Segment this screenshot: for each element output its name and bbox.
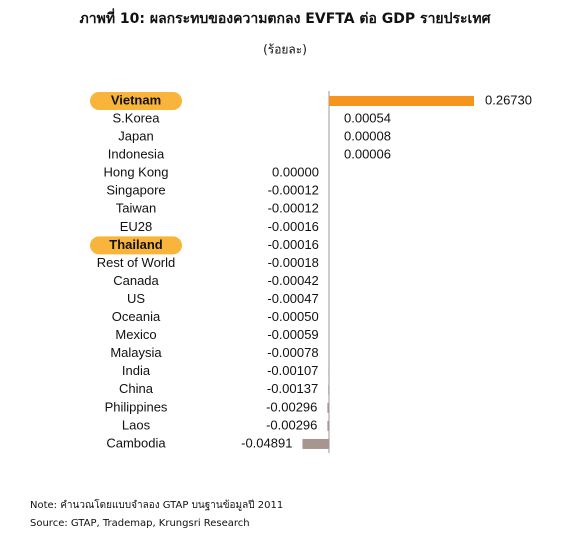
value-label: -0.00012 [268,183,319,198]
value-label: -0.00296 [266,399,317,414]
y-tick-label: Laos [122,417,151,432]
value-label: -0.00042 [267,273,318,288]
value-label: 0.00054 [344,110,391,125]
y-tick-label: Philippines [105,399,168,414]
value-label: 0.00000 [272,165,319,180]
value-label: -0.00018 [268,255,319,270]
source: Source: GTAP, Trademap, Krungsri Researc… [30,518,250,529]
value-label: -0.00016 [268,219,319,234]
y-tick-label: Japan [118,129,153,144]
value-label: -0.04891 [241,435,292,450]
category-highlight [90,236,182,255]
y-tick-label: Indonesia [108,147,165,162]
chart-subtitle: (ร้อยละ) [263,43,307,57]
value-label: 0.00008 [344,129,391,144]
bar [327,402,329,413]
y-tick-label: Rest of World [97,255,176,270]
bar [327,420,329,431]
value-label: -0.00078 [267,345,318,360]
bar [302,438,329,449]
y-tick-label: EU28 [120,219,153,234]
bar [328,366,329,377]
y-tick-label: Canada [113,273,159,288]
value-label: -0.00137 [267,381,318,396]
value-label: -0.00050 [267,309,318,324]
y-tick-label: Singapore [106,183,165,198]
bar [328,384,329,395]
y-tick-label: Malaysia [110,345,162,360]
bar [329,96,474,106]
y-tick-label: Mexico [115,327,156,342]
y-tick-label: China [119,381,154,396]
value-label: -0.00107 [267,363,318,378]
y-tick-label: US [127,291,145,306]
y-tick-label: Hong Kong [103,165,168,180]
y-tick-label: Vietnam [111,92,161,107]
value-label: -0.00296 [266,417,317,432]
value-label: 0.00006 [344,147,391,162]
y-tick-label: Thailand [109,237,163,252]
note: Note: คำนวณโดยแบบจำลอง GTAP บนฐานข้อมูลป… [30,498,283,511]
y-tick-label: India [122,363,151,378]
y-tick-label: S.Korea [113,110,161,125]
y-tick-label: Oceania [112,309,161,324]
value-label: -0.00059 [267,327,318,342]
category-highlight [90,92,182,110]
value-label: -0.00012 [268,201,319,216]
y-tick-label: Taiwan [116,201,156,216]
y-tick-label: Cambodia [106,435,166,450]
value-label: -0.00047 [267,291,318,306]
chart-title: ภาพที่ 10: ผลกระทบของความตกลง EVFTA ต่อ … [80,8,492,27]
value-label: 0.26730 [485,92,532,107]
value-label: -0.00016 [268,237,319,252]
